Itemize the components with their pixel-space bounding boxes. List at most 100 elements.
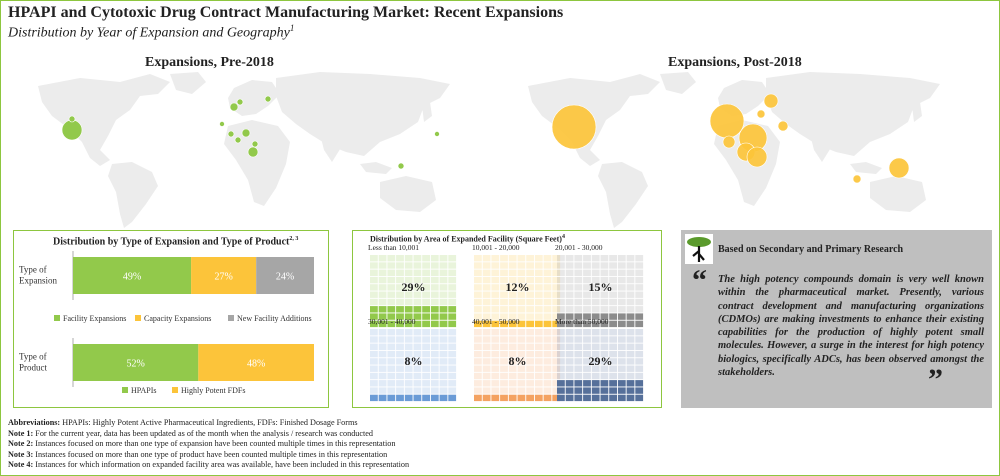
waffle-cell — [609, 276, 617, 284]
waffle-cell — [526, 276, 534, 284]
waffle-cell — [474, 343, 482, 350]
waffle-cell — [591, 291, 600, 298]
waffle-cell-filled — [552, 394, 561, 402]
waffle-cell — [609, 365, 617, 372]
waffle-cell — [574, 343, 583, 350]
waffle-cell — [396, 276, 404, 284]
waffle-cell — [396, 365, 404, 372]
waffle-cell — [534, 365, 543, 372]
waffle-cell — [635, 358, 644, 365]
waffle-cell — [583, 350, 591, 358]
waffle-cell — [557, 358, 565, 365]
waffle-cell-filled — [508, 320, 517, 328]
waffle-cell — [413, 387, 422, 394]
waffle-cell — [387, 380, 396, 387]
waffle-cell — [500, 291, 508, 298]
waffle-cell — [574, 291, 583, 298]
waffle-cell — [526, 262, 534, 269]
waffle-cell — [574, 255, 583, 262]
waffle-cell — [413, 350, 422, 358]
waffle-cell — [517, 306, 526, 313]
waffle-cell — [543, 380, 552, 387]
waffle-cell — [378, 276, 387, 284]
waffle-cell — [422, 358, 430, 365]
waffle-cell — [404, 387, 413, 394]
waffle-cell — [526, 372, 534, 380]
waffle-cell — [617, 358, 626, 365]
waffle-cell — [552, 372, 561, 380]
waffle-cell — [404, 269, 413, 276]
waffle-cell — [387, 336, 396, 343]
waffle-cell — [422, 269, 430, 276]
waffle-cell — [517, 358, 526, 365]
waffle-cell-filled — [439, 320, 448, 328]
waffle-cell — [482, 298, 491, 306]
waffle-cell — [600, 343, 609, 350]
waffle-cell — [600, 336, 609, 343]
waffle-cell — [517, 298, 526, 306]
waffle-cell-filled — [396, 306, 404, 313]
waffle-cell — [600, 269, 609, 276]
waffle-cell — [474, 372, 482, 380]
waffle-cell — [378, 329, 387, 336]
waffle-cell — [591, 276, 600, 284]
waffle-cell — [508, 313, 517, 320]
waffle-cell — [482, 336, 491, 343]
subtitle-note-ref: 1 — [289, 23, 295, 33]
waffle-cell — [517, 276, 526, 284]
waffle-cell — [404, 329, 413, 336]
waffle-cell — [491, 306, 500, 313]
waffle-cell — [609, 329, 617, 336]
waffle-cell-filled — [557, 380, 565, 387]
bar-segment — [256, 257, 314, 294]
waffle-cell — [430, 276, 439, 284]
bar-row-label: Type of Expansion — [19, 265, 57, 286]
waffle-category-label: 40,001 - 50,000 — [472, 317, 520, 326]
waffle-cell — [430, 269, 439, 276]
waffle-cell — [500, 276, 508, 284]
waffle-cell — [439, 358, 448, 365]
note-abbreviations: Abbreviations: HPAPIs: Highly Potent Act… — [8, 418, 358, 427]
waffle-cell — [430, 262, 439, 269]
waffle-cell — [600, 358, 609, 365]
waffle-cell — [430, 255, 439, 262]
waffle-cell-filled — [387, 313, 396, 320]
waffle-cell — [557, 269, 565, 276]
waffle-cell-filled — [396, 320, 404, 328]
waffle-cell — [617, 365, 626, 372]
waffle-cell — [413, 329, 422, 336]
waffle-cell — [591, 255, 600, 262]
waffle-cell — [491, 350, 500, 358]
waffle-cell — [583, 262, 591, 269]
waffle-cell-filled — [626, 380, 635, 387]
waffle-cell — [387, 269, 396, 276]
waffle-cell — [609, 343, 617, 350]
waffle-cell — [413, 262, 422, 269]
waffle-cell — [574, 350, 583, 358]
waffle-cell — [500, 372, 508, 380]
waffle-cell — [591, 336, 600, 343]
waffle-cell — [482, 387, 491, 394]
waffle-cell — [508, 365, 517, 372]
waffle-cell — [482, 343, 491, 350]
waffle-cell — [439, 336, 448, 343]
waffle-cell — [543, 329, 552, 336]
waffle-cell-filled — [600, 313, 609, 320]
waffle-cell — [557, 329, 565, 336]
waffle-cell — [626, 372, 635, 380]
waffle-cell — [635, 336, 644, 343]
waffle-cell — [574, 372, 583, 380]
waffle-cell — [439, 350, 448, 358]
waffle-cell — [557, 343, 565, 350]
bubble-pre — [61, 119, 83, 141]
waffle-cell — [430, 291, 439, 298]
bar-row-label: Type of Product — [19, 352, 47, 373]
waffle-cell — [422, 284, 430, 291]
waffle-cell — [404, 372, 413, 380]
bubble-pre — [229, 102, 239, 112]
waffle-cell — [482, 372, 491, 380]
waffle-cell — [378, 284, 387, 291]
waffle-cell — [413, 343, 422, 350]
waffle-cell-filled — [413, 306, 422, 313]
waffle-cell — [370, 358, 378, 365]
